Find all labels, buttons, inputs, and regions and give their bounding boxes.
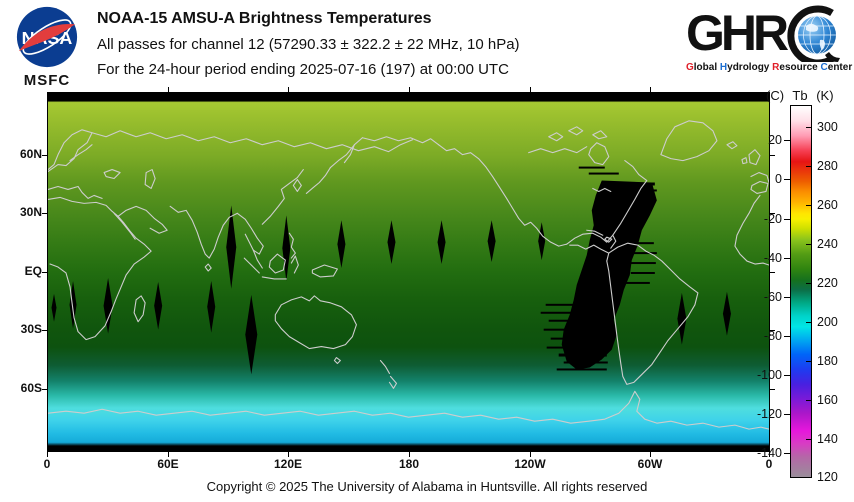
lon-tick-60w xyxy=(650,452,651,457)
k-label-120: 120 xyxy=(817,470,838,484)
k-label-180: 180 xyxy=(817,354,838,368)
c-label-0: 0 xyxy=(775,172,782,186)
lon-label-0w: 0 xyxy=(765,457,773,471)
nasa-logo: NASA MSFC xyxy=(8,5,86,89)
c-tick--140 xyxy=(784,453,790,454)
no-data-gaps xyxy=(51,166,731,375)
k-tick-260 xyxy=(806,205,812,206)
lat-label-60s: 60S xyxy=(20,381,42,395)
c-label--80: -80 xyxy=(763,329,782,343)
lon-label-120e: 120E xyxy=(273,457,303,471)
lon-tick-120e xyxy=(288,452,289,457)
lon-label-0e: 0 xyxy=(43,457,51,471)
subtitle-period: For the 24-hour period ending 2025-07-16… xyxy=(97,61,509,78)
k-label-200: 200 xyxy=(817,315,838,329)
lon-label-120w: 120W xyxy=(514,457,546,471)
c-tick--100 xyxy=(784,375,790,376)
c-label--140: -140 xyxy=(756,446,782,460)
coastlines xyxy=(48,120,769,430)
c-tick--20 xyxy=(784,219,790,220)
lon-tick-top-60e xyxy=(168,87,169,92)
lon-tick-60e xyxy=(168,452,169,457)
ghrc-logo: GHR Global Hydrology Resource Center xyxy=(686,4,852,73)
msfc-label: MSFC xyxy=(23,72,71,89)
lon-label-60w: 60W xyxy=(637,457,663,471)
k-label-260: 260 xyxy=(817,198,838,212)
lat-tick-eq xyxy=(42,272,47,273)
lat-label-eq: EQ xyxy=(24,264,42,278)
c-label-20: 20 xyxy=(768,133,782,147)
lon-tick-top-60w xyxy=(650,87,651,92)
c-label--20: -20 xyxy=(763,212,782,226)
k-tick-220 xyxy=(806,283,812,284)
c-tick-20 xyxy=(784,140,790,141)
k-tick-280 xyxy=(806,166,812,167)
svg-text:GHR: GHR xyxy=(686,5,789,61)
k-tick-140 xyxy=(806,439,812,440)
k-tick-160 xyxy=(806,400,812,401)
c-label--60: -60 xyxy=(763,290,782,304)
colorbar-title: (C) Tb (K) xyxy=(766,88,834,103)
lon-label-60e: 60E xyxy=(157,457,179,471)
ghrc-logo-icon: GHR xyxy=(686,5,840,67)
k-tick-300 xyxy=(806,127,812,128)
map-overlay xyxy=(48,120,769,430)
c-tick--40 xyxy=(784,258,790,259)
lon-label-180: 180 xyxy=(398,457,420,471)
copyright-text: Copyright © 2025 The University of Alaba… xyxy=(206,479,648,494)
lat-tick-right-60n xyxy=(770,155,775,156)
lat-tick-60s xyxy=(42,389,47,390)
k-tick-240 xyxy=(806,244,812,245)
c-tick--80 xyxy=(784,336,790,337)
k-label-300: 300 xyxy=(817,120,838,134)
lon-tick-top-120w xyxy=(530,87,531,92)
page-title: NOAA-15 AMSU-A Brightness Temperatures xyxy=(97,10,432,27)
c-label--40: -40 xyxy=(763,251,782,265)
lat-label-60n: 60N xyxy=(19,147,42,161)
lon-tick-top-120e xyxy=(288,87,289,92)
lat-tick-right-60s xyxy=(770,389,775,390)
lon-tick-0w xyxy=(769,452,770,457)
lat-tick-right-30s xyxy=(770,330,775,331)
c-label--120: -120 xyxy=(756,407,782,421)
lat-tick-30s xyxy=(42,330,47,331)
lon-tick-120w xyxy=(530,452,531,457)
subtitle-channel: All passes for channel 12 (57290.33 ± 32… xyxy=(97,36,520,53)
lon-tick-0e xyxy=(47,452,48,457)
ghrc-tagline: Global Hydrology Resource Center xyxy=(686,62,853,73)
lat-tick-right-30n xyxy=(770,213,775,214)
k-label-160: 160 xyxy=(817,393,838,407)
c-tick-0 xyxy=(784,179,790,180)
k-tick-120 xyxy=(806,477,812,478)
k-tick-200 xyxy=(806,322,812,323)
k-label-140: 140 xyxy=(817,432,838,446)
lat-tick-right-eq xyxy=(770,272,775,273)
k-label-220: 220 xyxy=(817,276,838,290)
lat-label-30n: 30N xyxy=(19,205,42,219)
lat-tick-30n xyxy=(42,213,47,214)
c-tick--60 xyxy=(784,297,790,298)
c-tick--120 xyxy=(784,414,790,415)
globe-stand-icon xyxy=(825,52,840,62)
brightness-temperature-map xyxy=(47,92,770,452)
k-label-240: 240 xyxy=(817,237,838,251)
lat-label-30s: 30S xyxy=(20,322,42,336)
k-label-280: 280 xyxy=(817,159,838,173)
c-label--100: -100 xyxy=(756,368,782,382)
nasa-meatball-icon: NASA xyxy=(16,6,78,68)
colorbar xyxy=(790,105,812,478)
lon-tick-180 xyxy=(409,452,410,457)
lon-tick-top-180 xyxy=(409,87,410,92)
k-tick-180 xyxy=(806,361,812,362)
lat-tick-60n xyxy=(42,155,47,156)
